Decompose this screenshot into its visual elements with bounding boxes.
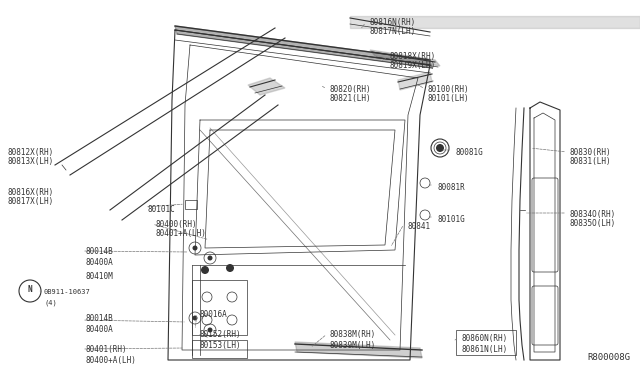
Text: 80100(RH): 80100(RH) xyxy=(428,85,470,94)
Text: 80818X(RH): 80818X(RH) xyxy=(390,52,436,61)
Text: 80400A: 80400A xyxy=(85,258,113,267)
Text: 80014B: 80014B xyxy=(85,314,113,323)
Text: 80410M: 80410M xyxy=(85,272,113,281)
Text: 80813X(LH): 80813X(LH) xyxy=(7,157,53,166)
Text: 80839M(LH): 80839M(LH) xyxy=(330,341,376,350)
Polygon shape xyxy=(248,78,285,95)
Text: 80101(LH): 80101(LH) xyxy=(428,94,470,103)
Text: 80101G: 80101G xyxy=(437,215,465,224)
Text: 80152(RH): 80152(RH) xyxy=(200,330,242,339)
Text: 80817N(LH): 80817N(LH) xyxy=(370,27,416,36)
Text: 80816N(RH): 80816N(RH) xyxy=(370,18,416,27)
Text: 80831(LH): 80831(LH) xyxy=(570,157,612,166)
Text: 80834O(RH): 80834O(RH) xyxy=(570,210,616,219)
Circle shape xyxy=(226,264,234,272)
Text: 80838M(RH): 80838M(RH) xyxy=(330,330,376,339)
Text: 80819X(LH): 80819X(LH) xyxy=(390,61,436,70)
Text: 80835O(LH): 80835O(LH) xyxy=(570,219,616,228)
Text: 80817X(LH): 80817X(LH) xyxy=(7,197,53,206)
Circle shape xyxy=(193,246,198,250)
Text: 80081R: 80081R xyxy=(437,183,465,192)
Text: R800008G: R800008G xyxy=(587,353,630,362)
Polygon shape xyxy=(350,16,640,28)
Text: 80841: 80841 xyxy=(407,222,430,231)
Text: 80861N(LH): 80861N(LH) xyxy=(462,345,508,354)
Polygon shape xyxy=(295,342,422,358)
Text: 80401+A(LH): 80401+A(LH) xyxy=(155,229,206,238)
Circle shape xyxy=(201,266,209,274)
Text: 80401(RH): 80401(RH) xyxy=(85,345,127,354)
Text: N: N xyxy=(28,285,32,295)
Text: 80016A: 80016A xyxy=(200,310,228,319)
Circle shape xyxy=(193,315,198,321)
Polygon shape xyxy=(398,72,432,90)
Text: 80014B: 80014B xyxy=(85,247,113,256)
Text: (4): (4) xyxy=(44,300,57,307)
Circle shape xyxy=(207,256,212,260)
Polygon shape xyxy=(175,26,432,68)
Text: 80153(LH): 80153(LH) xyxy=(200,341,242,350)
Circle shape xyxy=(436,144,444,152)
Text: 0B911-10637: 0B911-10637 xyxy=(44,289,91,295)
Text: 80400A: 80400A xyxy=(85,325,113,334)
Polygon shape xyxy=(370,50,440,66)
Text: 80400(RH): 80400(RH) xyxy=(155,220,196,229)
Text: 80816X(RH): 80816X(RH) xyxy=(7,188,53,197)
Text: 80821(LH): 80821(LH) xyxy=(330,94,372,103)
Text: 80400+A(LH): 80400+A(LH) xyxy=(85,356,136,365)
Text: 80081G: 80081G xyxy=(455,148,483,157)
Text: 80812X(RH): 80812X(RH) xyxy=(7,148,53,157)
Circle shape xyxy=(207,327,212,333)
Text: 80820(RH): 80820(RH) xyxy=(330,85,372,94)
Text: 80860N(RH): 80860N(RH) xyxy=(462,334,508,343)
Text: 80830(RH): 80830(RH) xyxy=(570,148,612,157)
Text: 80101C: 80101C xyxy=(147,205,175,214)
